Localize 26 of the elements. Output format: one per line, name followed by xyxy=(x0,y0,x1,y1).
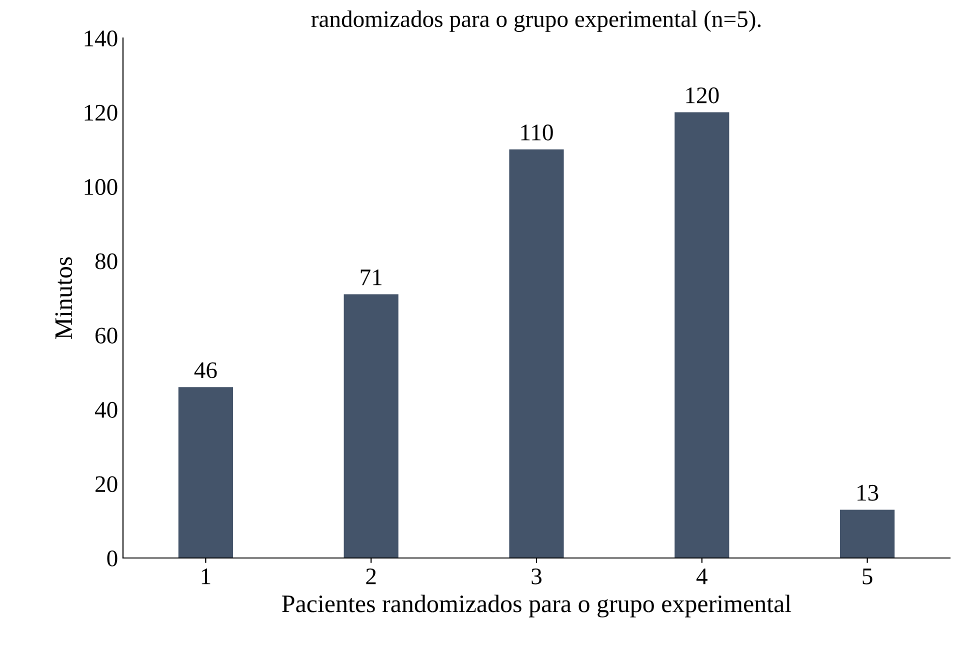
y-tick-label: 100 xyxy=(84,179,118,195)
y-tick-label: 60 xyxy=(96,328,118,344)
bar xyxy=(178,387,233,558)
data-label: 120 xyxy=(686,87,719,104)
bar xyxy=(344,294,398,558)
bar xyxy=(840,510,895,558)
x-tick-label: 4 xyxy=(696,568,708,584)
x-tick-label: 3 xyxy=(532,568,542,584)
y-tick-label: 120 xyxy=(84,104,118,121)
chart-title: randomizados para o grupo experimental (n=5). xyxy=(311,10,761,32)
y-tick-label: 140 xyxy=(84,30,118,46)
data-label: 13 xyxy=(858,484,878,501)
x-tick-label: 5 xyxy=(862,568,872,584)
x-tick-label: 2 xyxy=(366,568,376,584)
bar xyxy=(674,112,730,558)
data-label: 110 xyxy=(521,124,553,140)
bar xyxy=(509,149,564,558)
x-axis-title: Pacientes randomizados para o grupo experimental xyxy=(282,594,792,618)
data-label: 46 xyxy=(194,362,217,378)
x-tick-label: 1 xyxy=(202,568,210,584)
data-label: 71 xyxy=(360,270,382,286)
y-tick-label: 0 xyxy=(107,550,118,566)
y-tick-label: 20 xyxy=(96,476,118,492)
y-tick-label: 80 xyxy=(95,253,118,270)
y-tick-label: 40 xyxy=(94,402,118,418)
y-axis-title: Minutos xyxy=(55,257,72,339)
